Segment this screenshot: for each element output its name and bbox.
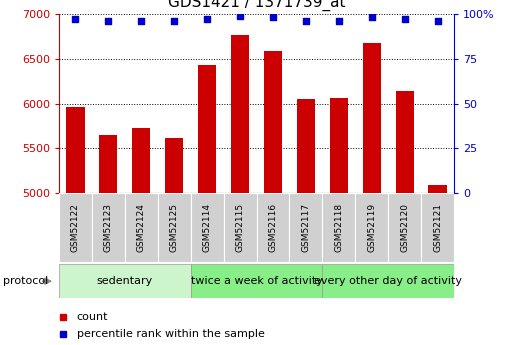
Bar	[289, 193, 322, 262]
Text: percentile rank within the sample: percentile rank within the sample	[77, 329, 265, 339]
Bar	[256, 193, 289, 262]
Bar	[125, 193, 158, 262]
Bar	[198, 65, 216, 345]
Text: sedentary: sedentary	[97, 276, 153, 286]
Bar	[100, 135, 117, 345]
Bar	[92, 193, 125, 262]
Bar	[231, 35, 249, 345]
Text: GSM52115: GSM52115	[235, 203, 245, 252]
Bar	[66, 107, 85, 345]
Text: GSM52114: GSM52114	[203, 203, 212, 252]
Bar	[158, 193, 191, 262]
Point	[137, 18, 145, 24]
Point	[302, 18, 310, 24]
Text: GSM52122: GSM52122	[71, 203, 80, 252]
Text: GSM52125: GSM52125	[170, 203, 179, 252]
Bar	[191, 193, 224, 262]
Text: GSM52117: GSM52117	[301, 203, 310, 252]
Point	[401, 17, 409, 22]
Point	[104, 18, 112, 24]
Point	[269, 14, 277, 20]
Point	[433, 18, 442, 24]
Bar	[264, 51, 282, 345]
Bar	[388, 193, 421, 262]
Text: twice a week of activity: twice a week of activity	[190, 276, 323, 286]
Point	[170, 18, 179, 24]
Text: GSM52119: GSM52119	[367, 203, 376, 252]
Bar	[322, 193, 355, 262]
Text: count: count	[77, 312, 108, 322]
Bar	[59, 264, 191, 298]
Bar	[396, 91, 413, 345]
Text: GSM52124: GSM52124	[137, 203, 146, 252]
Text: protocol: protocol	[3, 276, 48, 286]
Bar	[165, 138, 183, 345]
Bar	[224, 193, 256, 262]
Bar	[428, 185, 447, 345]
Bar	[330, 98, 348, 345]
Text: GSM52123: GSM52123	[104, 203, 113, 252]
Point	[334, 18, 343, 24]
Point	[71, 17, 80, 22]
Bar	[59, 193, 92, 262]
Bar	[132, 128, 150, 345]
Bar	[363, 42, 381, 345]
Text: GSM52118: GSM52118	[334, 203, 343, 252]
Bar	[322, 264, 454, 298]
Text: every other day of activity: every other day of activity	[314, 276, 462, 286]
Bar	[191, 264, 322, 298]
Text: GSM52121: GSM52121	[433, 203, 442, 252]
Point	[236, 13, 244, 18]
Point	[203, 17, 211, 22]
Point	[368, 14, 376, 20]
Title: GDS1421 / 1371739_at: GDS1421 / 1371739_at	[168, 0, 345, 11]
Text: GSM52120: GSM52120	[400, 203, 409, 252]
Text: GSM52116: GSM52116	[268, 203, 278, 252]
Bar	[297, 99, 315, 345]
Bar	[421, 193, 454, 262]
Bar	[355, 193, 388, 262]
